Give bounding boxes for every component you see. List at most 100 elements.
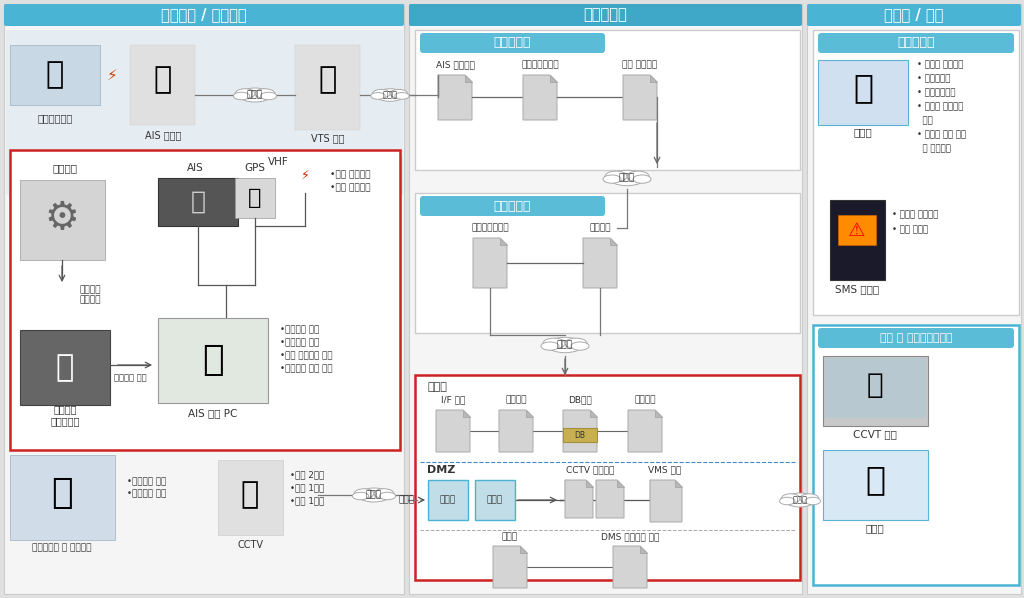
FancyBboxPatch shape [415, 30, 800, 170]
Ellipse shape [236, 89, 255, 98]
Text: •전자해도 탑재: •전자해도 탑재 [280, 325, 319, 334]
Text: 정부망: 정부망 [557, 340, 573, 349]
Text: •밸브 개패정보: •밸브 개패정보 [330, 184, 371, 193]
FancyBboxPatch shape [830, 200, 885, 280]
Text: 웹포탈: 웹포탈 [865, 523, 885, 533]
FancyBboxPatch shape [158, 318, 268, 403]
Text: 정부망: 정부망 [383, 90, 397, 99]
Ellipse shape [541, 342, 559, 350]
Ellipse shape [255, 89, 274, 98]
Text: 🖥: 🖥 [853, 72, 873, 105]
Polygon shape [590, 410, 597, 417]
Ellipse shape [805, 498, 820, 505]
FancyBboxPatch shape [10, 455, 115, 540]
FancyBboxPatch shape [158, 178, 238, 226]
FancyBboxPatch shape [10, 150, 400, 450]
Text: 관리: 관리 [918, 117, 933, 126]
Text: AIS 연계 PC: AIS 연계 PC [188, 408, 238, 418]
FancyBboxPatch shape [420, 196, 605, 216]
Text: 🚢: 🚢 [46, 60, 65, 90]
Polygon shape [675, 480, 682, 487]
Text: 분석서버: 분석서버 [505, 395, 526, 404]
Text: 개패정보 전송: 개패정보 전송 [114, 374, 146, 383]
Text: •울산 1개소: •울산 1개소 [290, 484, 325, 493]
Ellipse shape [565, 338, 587, 349]
FancyBboxPatch shape [807, 4, 1021, 594]
Ellipse shape [543, 338, 565, 349]
Text: VTS 센터: VTS 센터 [311, 133, 345, 143]
Text: 📹: 📹 [866, 371, 884, 399]
Ellipse shape [233, 92, 250, 100]
Ellipse shape [571, 342, 589, 350]
Text: ⚙: ⚙ [45, 199, 80, 237]
FancyBboxPatch shape [818, 33, 1014, 53]
Text: 백업서버: 백업서버 [634, 395, 655, 404]
Text: AIS 기지국: AIS 기지국 [144, 130, 181, 140]
Polygon shape [650, 480, 682, 522]
FancyBboxPatch shape [823, 356, 928, 426]
FancyBboxPatch shape [218, 460, 283, 535]
FancyBboxPatch shape [409, 4, 802, 26]
FancyBboxPatch shape [813, 30, 1019, 315]
Text: • 실시간 선박 위치: • 실시간 선박 위치 [918, 130, 966, 139]
Polygon shape [499, 410, 534, 452]
Polygon shape [436, 410, 470, 452]
Polygon shape [526, 410, 534, 417]
Polygon shape [523, 75, 557, 120]
Text: 인터넷: 인터넷 [399, 496, 415, 505]
Ellipse shape [380, 492, 395, 500]
Polygon shape [565, 480, 593, 518]
Text: 전용선: 전용선 [247, 90, 263, 99]
Polygon shape [628, 410, 662, 452]
Text: 배출밸브
개패정보: 배출밸브 개패정보 [80, 285, 101, 305]
Text: 웹서버: 웹서버 [502, 532, 518, 542]
Text: • 폐기물 전자민원: • 폐기물 전자민원 [892, 210, 938, 219]
Ellipse shape [784, 493, 815, 507]
Ellipse shape [605, 171, 627, 182]
FancyBboxPatch shape [10, 45, 100, 105]
Text: • 해양배출통계: • 해양배출통계 [918, 89, 955, 97]
Text: 배출밸브: 배출밸브 [52, 163, 78, 173]
Ellipse shape [373, 89, 390, 98]
Ellipse shape [390, 89, 408, 98]
Text: 서비스 / 활용: 서비스 / 활용 [885, 8, 944, 23]
Polygon shape [6, 30, 403, 195]
Text: 본부 및 지방해양수산청: 본부 및 지방해양수산청 [880, 333, 952, 343]
Text: 📷: 📷 [241, 481, 259, 509]
Text: 폐기물업체: 폐기물업체 [897, 36, 935, 50]
Text: GPS: GPS [245, 163, 265, 173]
Text: 방화벽: 방화벽 [487, 496, 503, 505]
Polygon shape [465, 75, 472, 82]
Text: 서버팜: 서버팜 [427, 382, 446, 392]
Text: CCVT 영상: CCVT 영상 [853, 429, 897, 439]
Text: CCTV: CCTV [237, 540, 263, 550]
FancyBboxPatch shape [409, 4, 802, 594]
Text: 웹포탈: 웹포탈 [854, 127, 872, 137]
Text: DMZ: DMZ [427, 465, 456, 475]
Polygon shape [613, 546, 647, 588]
Polygon shape [640, 546, 647, 553]
Text: 국민안전처: 국민안전처 [494, 200, 531, 212]
Polygon shape [650, 75, 657, 82]
Polygon shape [563, 410, 597, 452]
Ellipse shape [371, 93, 385, 99]
Text: •인천 2개소: •인천 2개소 [290, 471, 325, 480]
Ellipse shape [779, 498, 795, 505]
Text: CCTV 지역제어: CCTV 지역제어 [566, 465, 614, 474]
Polygon shape [463, 410, 470, 417]
Text: 📟: 📟 [56, 353, 74, 383]
Ellipse shape [627, 171, 649, 182]
Text: 라우터: 라우터 [440, 496, 456, 505]
Text: •차량번호 인식: •차량번호 인식 [127, 490, 166, 499]
Text: 정보수집 / 정보연계: 정보수집 / 정보연계 [161, 8, 247, 23]
Polygon shape [493, 546, 527, 588]
Polygon shape [473, 238, 507, 288]
Polygon shape [617, 480, 624, 487]
FancyBboxPatch shape [823, 450, 928, 520]
Text: 폐기물운반선: 폐기물운반선 [37, 113, 73, 123]
Text: 통합게이트웨이: 통합게이트웨이 [471, 224, 509, 233]
Text: 📡: 📡 [154, 66, 172, 94]
Ellipse shape [781, 494, 800, 504]
FancyBboxPatch shape [825, 358, 926, 418]
FancyBboxPatch shape [20, 180, 105, 260]
